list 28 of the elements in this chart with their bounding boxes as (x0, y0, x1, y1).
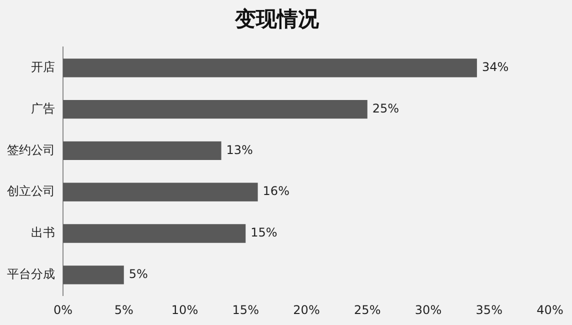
chart-title: 变现情况 (234, 6, 320, 32)
data-label: 34% (482, 60, 509, 74)
x-tick-label: 20% (293, 302, 320, 317)
x-tick-label: 15% (232, 302, 259, 317)
bar (63, 58, 477, 78)
data-label: 16% (262, 184, 290, 198)
bar (63, 182, 258, 202)
y-tick-label: 签约公司 (7, 142, 55, 157)
x-tick-label: 10% (171, 302, 198, 317)
data-label: 15% (250, 226, 278, 240)
y-tick-label: 开店 (31, 60, 55, 74)
bar (63, 100, 368, 119)
data-label: 13% (226, 142, 253, 157)
x-tick-label: 5% (114, 302, 134, 317)
x-tick-label: 40% (536, 302, 564, 317)
x-tick-label: 25% (354, 302, 381, 317)
x-tick-label: 35% (476, 302, 502, 317)
y-tick-label: 出书 (31, 226, 55, 240)
x-tick-label: 30% (414, 302, 442, 317)
bar (63, 266, 124, 284)
y-tick-label: 广告 (31, 101, 55, 116)
y-tick-label: 创立公司 (7, 184, 55, 198)
x-tick-label: 0% (53, 302, 73, 317)
data-label: 25% (372, 101, 400, 116)
bar (63, 224, 246, 243)
y-tick-label: 平台分成 (7, 267, 55, 282)
data-label: 5% (128, 267, 148, 282)
bar (63, 141, 222, 160)
